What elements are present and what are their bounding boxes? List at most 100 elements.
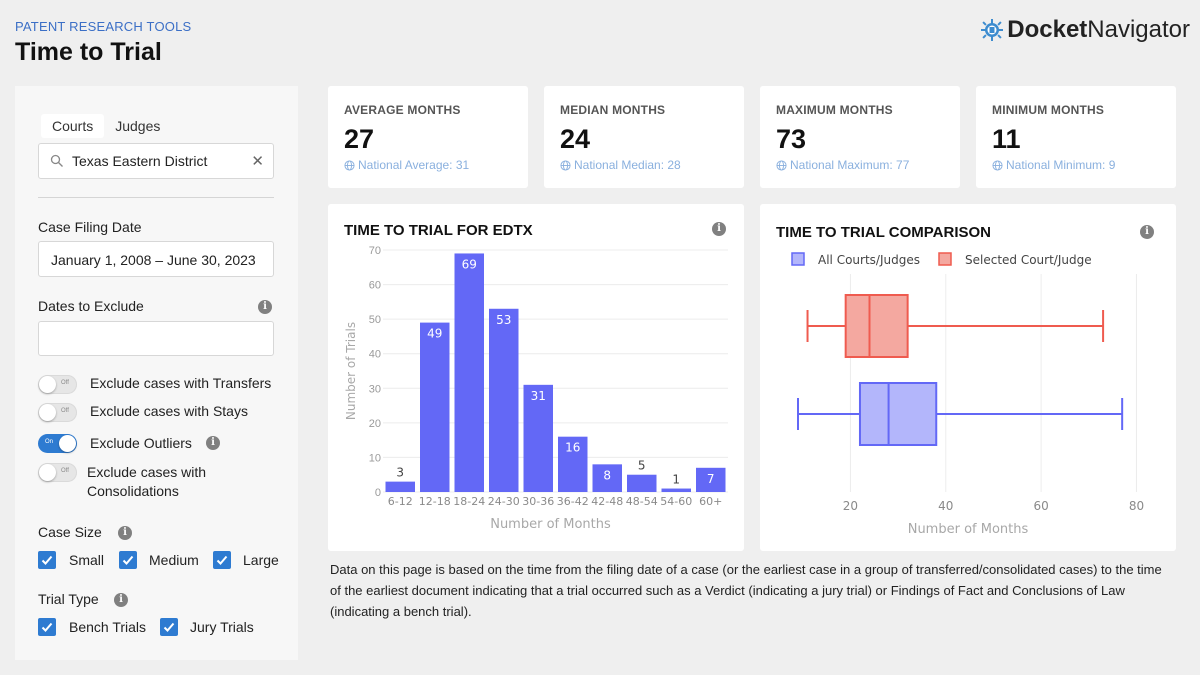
histogram-bar bbox=[696, 467, 726, 492]
average-months-card: AVERAGE MONTHS 27 National Average: 31 bbox=[328, 86, 528, 188]
page-title: Time to Trial bbox=[15, 38, 162, 66]
histogram-bar bbox=[385, 481, 415, 492]
globe-icon bbox=[776, 159, 787, 171]
toggle-state: Off bbox=[61, 468, 69, 474]
bar-value-label: 49 bbox=[427, 327, 442, 341]
bar-value-label: 53 bbox=[496, 313, 511, 327]
histogram-bar bbox=[592, 464, 622, 492]
national-maximum: National Maximum: 77 bbox=[776, 158, 909, 172]
courts-judges-tabs: Courts Judges bbox=[41, 114, 171, 138]
y-tick-label: 50 bbox=[369, 314, 381, 326]
info-icon[interactable]: i bbox=[206, 436, 220, 450]
x-tick-label: 80 bbox=[1129, 499, 1144, 513]
toggle-state: Off bbox=[61, 380, 69, 386]
national-median-text: National Median: 28 bbox=[574, 158, 681, 172]
national-average-text: National Average: 31 bbox=[358, 158, 470, 172]
x-tick-label: 54-60 bbox=[660, 495, 692, 508]
docket-navigator-logo[interactable]: Docket Navigator bbox=[980, 16, 1190, 44]
stat-label: MINIMUM MONTHS bbox=[992, 103, 1105, 117]
minimum-months-card: MINIMUM MONTHS 11 National Minimum: 9 bbox=[976, 86, 1176, 188]
x-tick-label: 20 bbox=[843, 499, 858, 513]
bar-value-label: 5 bbox=[638, 459, 646, 473]
tab-courts[interactable]: Courts bbox=[41, 114, 105, 138]
tab-judges[interactable]: Judges bbox=[115, 118, 161, 134]
bar-value-label: 7 bbox=[707, 472, 715, 486]
bar-value-label: 31 bbox=[531, 389, 546, 403]
globe-icon bbox=[992, 159, 1003, 171]
consolidations-toggle-label: Exclude cases with Consolidations bbox=[87, 464, 207, 499]
x-tick-label: 40 bbox=[938, 499, 953, 513]
x-tick-label: 6-12 bbox=[388, 495, 413, 508]
outliers-toggle-label: Exclude Outliers bbox=[90, 435, 192, 451]
small-checkbox[interactable] bbox=[38, 551, 56, 569]
outliers-toggle[interactable]: On bbox=[38, 434, 77, 453]
y-tick-label: 10 bbox=[369, 452, 381, 464]
iqr-box bbox=[858, 382, 938, 446]
info-icon[interactable]: i bbox=[118, 526, 132, 540]
trial-type-label: Trial Type bbox=[38, 591, 99, 607]
toggle-state: Off bbox=[61, 408, 69, 414]
histogram-bar bbox=[661, 488, 691, 492]
national-median: National Median: 28 bbox=[560, 158, 681, 172]
logo-text-docket: Docket bbox=[1007, 16, 1088, 43]
x-tick-label: 42-48 bbox=[591, 495, 623, 508]
large-checkbox[interactable] bbox=[213, 551, 231, 569]
y-axis-label: Number of Trials bbox=[344, 322, 358, 420]
national-maximum-text: National Maximum: 77 bbox=[790, 158, 910, 172]
y-tick-label: 30 bbox=[369, 383, 381, 395]
stat-label: AVERAGE MONTHS bbox=[344, 103, 461, 117]
court-search-box: ✕ bbox=[38, 143, 274, 179]
check-icon bbox=[122, 555, 134, 565]
bench-trials-checkbox[interactable] bbox=[38, 618, 56, 636]
x-axis-label: Number of Months bbox=[490, 517, 611, 532]
iqr-box bbox=[844, 294, 909, 358]
national-minimum: National Minimum: 9 bbox=[992, 158, 1115, 172]
national-average: National Average: 31 bbox=[344, 158, 469, 172]
logo-icon bbox=[981, 19, 1004, 41]
legend-label: Selected Court/Judge bbox=[965, 253, 1092, 267]
jury-trials-label: Jury Trials bbox=[190, 619, 254, 635]
info-icon[interactable]: i bbox=[712, 222, 726, 236]
maximum-months-card: MAXIMUM MONTHS 73 National Maximum: 77 bbox=[760, 86, 960, 188]
info-icon[interactable]: i bbox=[114, 593, 128, 607]
bar-value-label: 8 bbox=[603, 468, 611, 482]
dates-to-exclude-input[interactable] bbox=[38, 321, 274, 356]
case-filing-date-input[interactable]: January 1, 2008 – June 30, 2023 bbox=[38, 241, 274, 277]
x-tick-label: 60 bbox=[1033, 499, 1048, 513]
bench-trials-label: Bench Trials bbox=[69, 619, 147, 635]
globe-icon bbox=[344, 159, 355, 171]
bar-value-label: 16 bbox=[565, 441, 580, 455]
x-tick-label: 30-36 bbox=[522, 495, 554, 508]
divider bbox=[38, 197, 274, 198]
histogram-bar bbox=[454, 253, 484, 492]
case-filing-date-label: Case Filing Date bbox=[38, 219, 142, 235]
consolidations-toggle[interactable]: Off bbox=[38, 463, 77, 482]
stays-toggle-label: Exclude cases with Stays bbox=[90, 403, 248, 419]
info-icon[interactable]: i bbox=[258, 300, 272, 314]
check-icon bbox=[41, 622, 53, 632]
transfers-toggle[interactable]: Off bbox=[38, 375, 77, 394]
x-tick-label: 18-24 bbox=[453, 495, 485, 508]
clear-icon[interactable]: ✕ bbox=[251, 153, 264, 170]
medium-checkbox[interactable] bbox=[119, 551, 137, 569]
histogram-title: TIME TO TRIAL FOR EDTX bbox=[344, 222, 533, 239]
toggle-state: On bbox=[45, 439, 54, 445]
histogram-chart: 0 10 20 30 40 50 60 70 3 6-12 49 12-18 69 18-24 53 24-3… bbox=[344, 245, 728, 532]
y-tick-label: 0 bbox=[375, 487, 381, 499]
histogram-bar bbox=[420, 322, 450, 492]
stat-value: 27 bbox=[344, 124, 375, 154]
legend-swatch bbox=[938, 252, 952, 266]
info-icon[interactable]: i bbox=[1140, 225, 1154, 239]
stat-value: 11 bbox=[992, 124, 1021, 154]
y-tick-label: 40 bbox=[369, 349, 381, 361]
court-search-input[interactable] bbox=[72, 153, 242, 169]
medium-checkbox-label: Medium bbox=[149, 552, 199, 568]
filter-sidebar: Courts Judges ✕ Case Filing Date January… bbox=[15, 86, 298, 660]
x-tick-label: 60+ bbox=[699, 495, 722, 508]
jury-trials-checkbox[interactable] bbox=[160, 618, 178, 636]
y-tick-label: 60 bbox=[369, 280, 381, 292]
stays-toggle[interactable]: Off bbox=[38, 403, 77, 422]
toggle-knob bbox=[59, 435, 76, 452]
x-axis-label: Number of Months bbox=[908, 522, 1029, 537]
section-subtitle: PATENT RESEARCH TOOLS bbox=[15, 19, 192, 34]
